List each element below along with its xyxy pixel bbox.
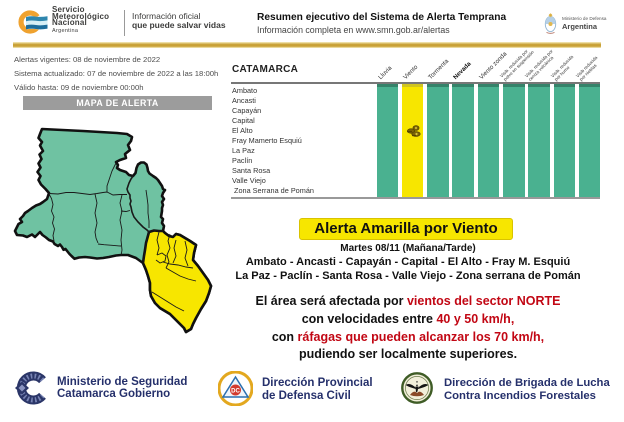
svg-text:DC: DC <box>231 389 240 395</box>
